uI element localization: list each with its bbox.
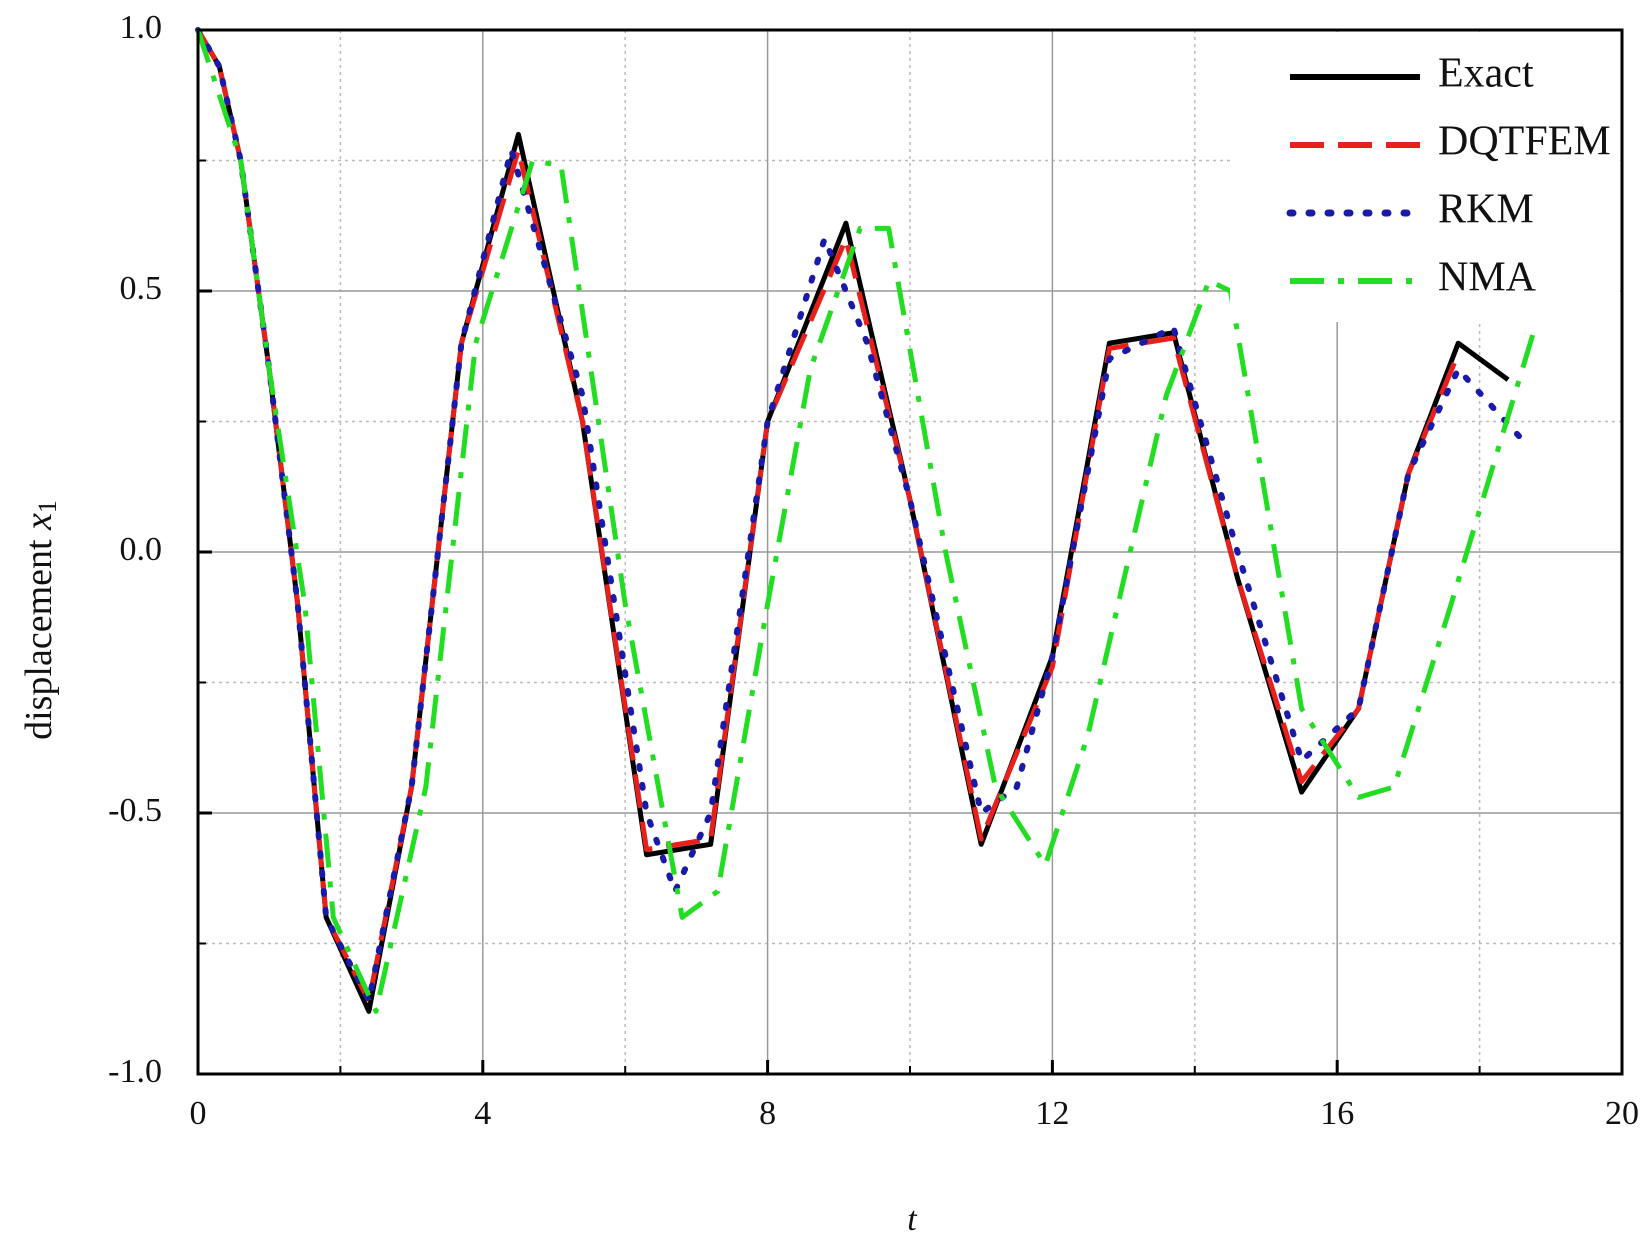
- y-axis-label-symbol: x: [18, 513, 60, 531]
- legend-label: DQTFEM: [1438, 119, 1611, 165]
- y-tick-label: -1.0: [108, 1053, 162, 1090]
- x-tick-label: 12: [1035, 1095, 1069, 1132]
- legend-box: [1230, 32, 1620, 322]
- x-tick-label: 8: [759, 1095, 776, 1132]
- y-tick-label: 0.0: [120, 531, 163, 568]
- legend-label: NMA: [1438, 255, 1537, 301]
- y-tick-label: 1.0: [120, 9, 163, 46]
- x-axis-label: t: [907, 1201, 918, 1238]
- y-axis-label-subscript: 1: [33, 500, 62, 513]
- x-tick-label: 20: [1605, 1095, 1639, 1132]
- series-line: [195, 27, 1533, 1004]
- y-axis-label: displacement x1: [18, 500, 62, 740]
- legend-label: RKM: [1438, 187, 1534, 233]
- y-tick-label: -0.5: [108, 792, 162, 829]
- y-tick-label: 0.5: [120, 270, 163, 307]
- legend-label: Exact: [1438, 51, 1534, 97]
- x-tick-label: 4: [474, 1095, 491, 1132]
- x-tick-label: 16: [1320, 1095, 1354, 1132]
- y-axis-label-text: displacement: [18, 530, 60, 740]
- x-tick-label: 0: [190, 1095, 207, 1132]
- series-line: [195, 29, 1539, 1014]
